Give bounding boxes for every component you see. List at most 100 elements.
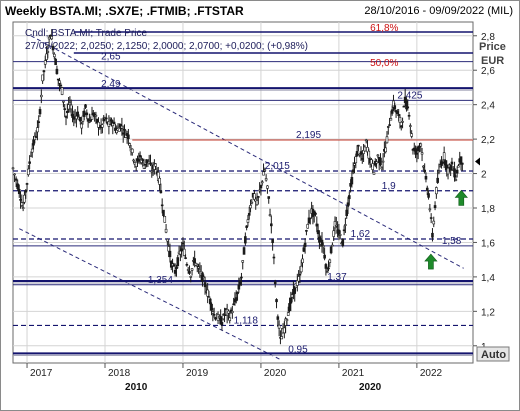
- candle-body: [407, 114, 411, 117]
- axis-price-label: Price: [479, 41, 506, 53]
- candle-body: [168, 250, 172, 258]
- candle-body: [325, 271, 329, 273]
- candle-body: [28, 161, 31, 164]
- candle-body: [255, 200, 259, 206]
- candle-body: [206, 289, 209, 297]
- candle-body: [406, 106, 410, 109]
- candle-body: [130, 148, 134, 153]
- candle-body: [268, 214, 272, 217]
- level-label: 2,65: [101, 52, 121, 63]
- legend-ohlc: 27/05/2022; 2,0250; 2,1250; 2,0000; 2,07…: [25, 41, 308, 52]
- candle-body: [446, 167, 450, 175]
- candle-body: [350, 177, 354, 185]
- candle-body: [273, 281, 277, 285]
- x-tick-label: 2017: [30, 368, 53, 379]
- candle-body: [82, 110, 86, 117]
- candle-body: [341, 238, 345, 246]
- level-label: 2,49: [101, 79, 121, 90]
- candle-body: [40, 94, 43, 98]
- candle-body: [247, 213, 251, 216]
- candle-body: [351, 169, 355, 173]
- chart-title: Weekly BSTA.MI; .SX7E; .FTMIB; .FTSTAR: [5, 4, 244, 18]
- candle-body: [246, 219, 250, 223]
- candle-body: [276, 316, 280, 320]
- candle-body: [141, 159, 144, 161]
- candle-body: [182, 248, 186, 256]
- candle-body: [354, 156, 358, 164]
- candle-body: [324, 264, 328, 269]
- candle-body: [401, 121, 404, 123]
- candle-body: [359, 151, 363, 155]
- candle-body: [342, 229, 346, 232]
- candle-body: [380, 167, 384, 170]
- candle-body: [138, 155, 142, 158]
- candle-body: [188, 271, 191, 274]
- candle-body: [346, 202, 350, 207]
- candle-body: [19, 199, 22, 201]
- candle-body: [120, 125, 124, 129]
- candle-body: [260, 181, 264, 184]
- auto-scale-label: Auto: [481, 349, 506, 361]
- candle-body: [241, 260, 245, 263]
- candle-body: [36, 127, 39, 133]
- candle-body: [173, 269, 177, 274]
- candle-body: [275, 299, 278, 303]
- candle-body: [423, 169, 426, 173]
- candle-body: [227, 310, 230, 314]
- x-tick-label: 2019: [186, 368, 209, 379]
- candle-body: [245, 225, 248, 228]
- candle-body: [415, 153, 419, 155]
- candle-body: [425, 187, 429, 191]
- candle-body: [289, 297, 293, 304]
- candle-body: [455, 169, 459, 174]
- candle-body: [231, 311, 234, 314]
- candle-body: [303, 242, 307, 247]
- candle-body: [128, 143, 131, 146]
- candle-body: [25, 183, 29, 185]
- candle-body: [257, 196, 260, 198]
- candle-body: [242, 247, 246, 255]
- candle-body: [331, 244, 334, 247]
- candle-body: [175, 267, 178, 270]
- candle-body: [457, 165, 460, 168]
- candle-body: [301, 258, 304, 264]
- candle-body: [286, 312, 290, 316]
- auto-scale-button[interactable]: [476, 346, 510, 362]
- candle-body: [20, 202, 24, 206]
- price-chart[interactable]: 2,652,492,4252,1952,0151,91,621,581,371,…: [1, 21, 519, 410]
- candle-body: [158, 178, 161, 185]
- candle-body: [11, 167, 15, 170]
- candle-body: [89, 119, 93, 122]
- candle-body: [344, 224, 347, 226]
- level-label: 1,118: [234, 315, 259, 326]
- candle-body: [263, 169, 267, 172]
- candle-body: [189, 276, 193, 278]
- candle-body: [163, 216, 167, 223]
- candle-body: [453, 168, 456, 178]
- candle-body: [66, 111, 69, 114]
- y-tick-label: 1,8: [481, 204, 495, 215]
- candle-body: [424, 176, 428, 180]
- candle-body: [42, 70, 46, 73]
- x-tick-label: 2022: [420, 368, 443, 379]
- candle-body: [142, 165, 146, 169]
- candle-body: [68, 102, 72, 105]
- candle-body: [427, 193, 430, 198]
- x-tick-label: 2020: [264, 368, 287, 379]
- candle-body: [121, 132, 125, 135]
- candle-body: [402, 105, 406, 108]
- candle-body: [146, 159, 150, 161]
- candle-body: [360, 158, 364, 160]
- candle-body: [334, 224, 338, 227]
- candle-body: [203, 282, 207, 288]
- candle-body: [149, 162, 152, 165]
- candle-body: [435, 187, 438, 195]
- date-range: 28/10/2016 - 09/09/2022 (MIL): [364, 5, 513, 17]
- candle-body: [381, 160, 385, 163]
- candle-body: [270, 223, 273, 227]
- candle-body: [238, 281, 242, 286]
- candle-body: [444, 160, 447, 166]
- candle-body: [207, 296, 211, 298]
- candle-body: [280, 336, 284, 340]
- candle-body: [14, 178, 18, 181]
